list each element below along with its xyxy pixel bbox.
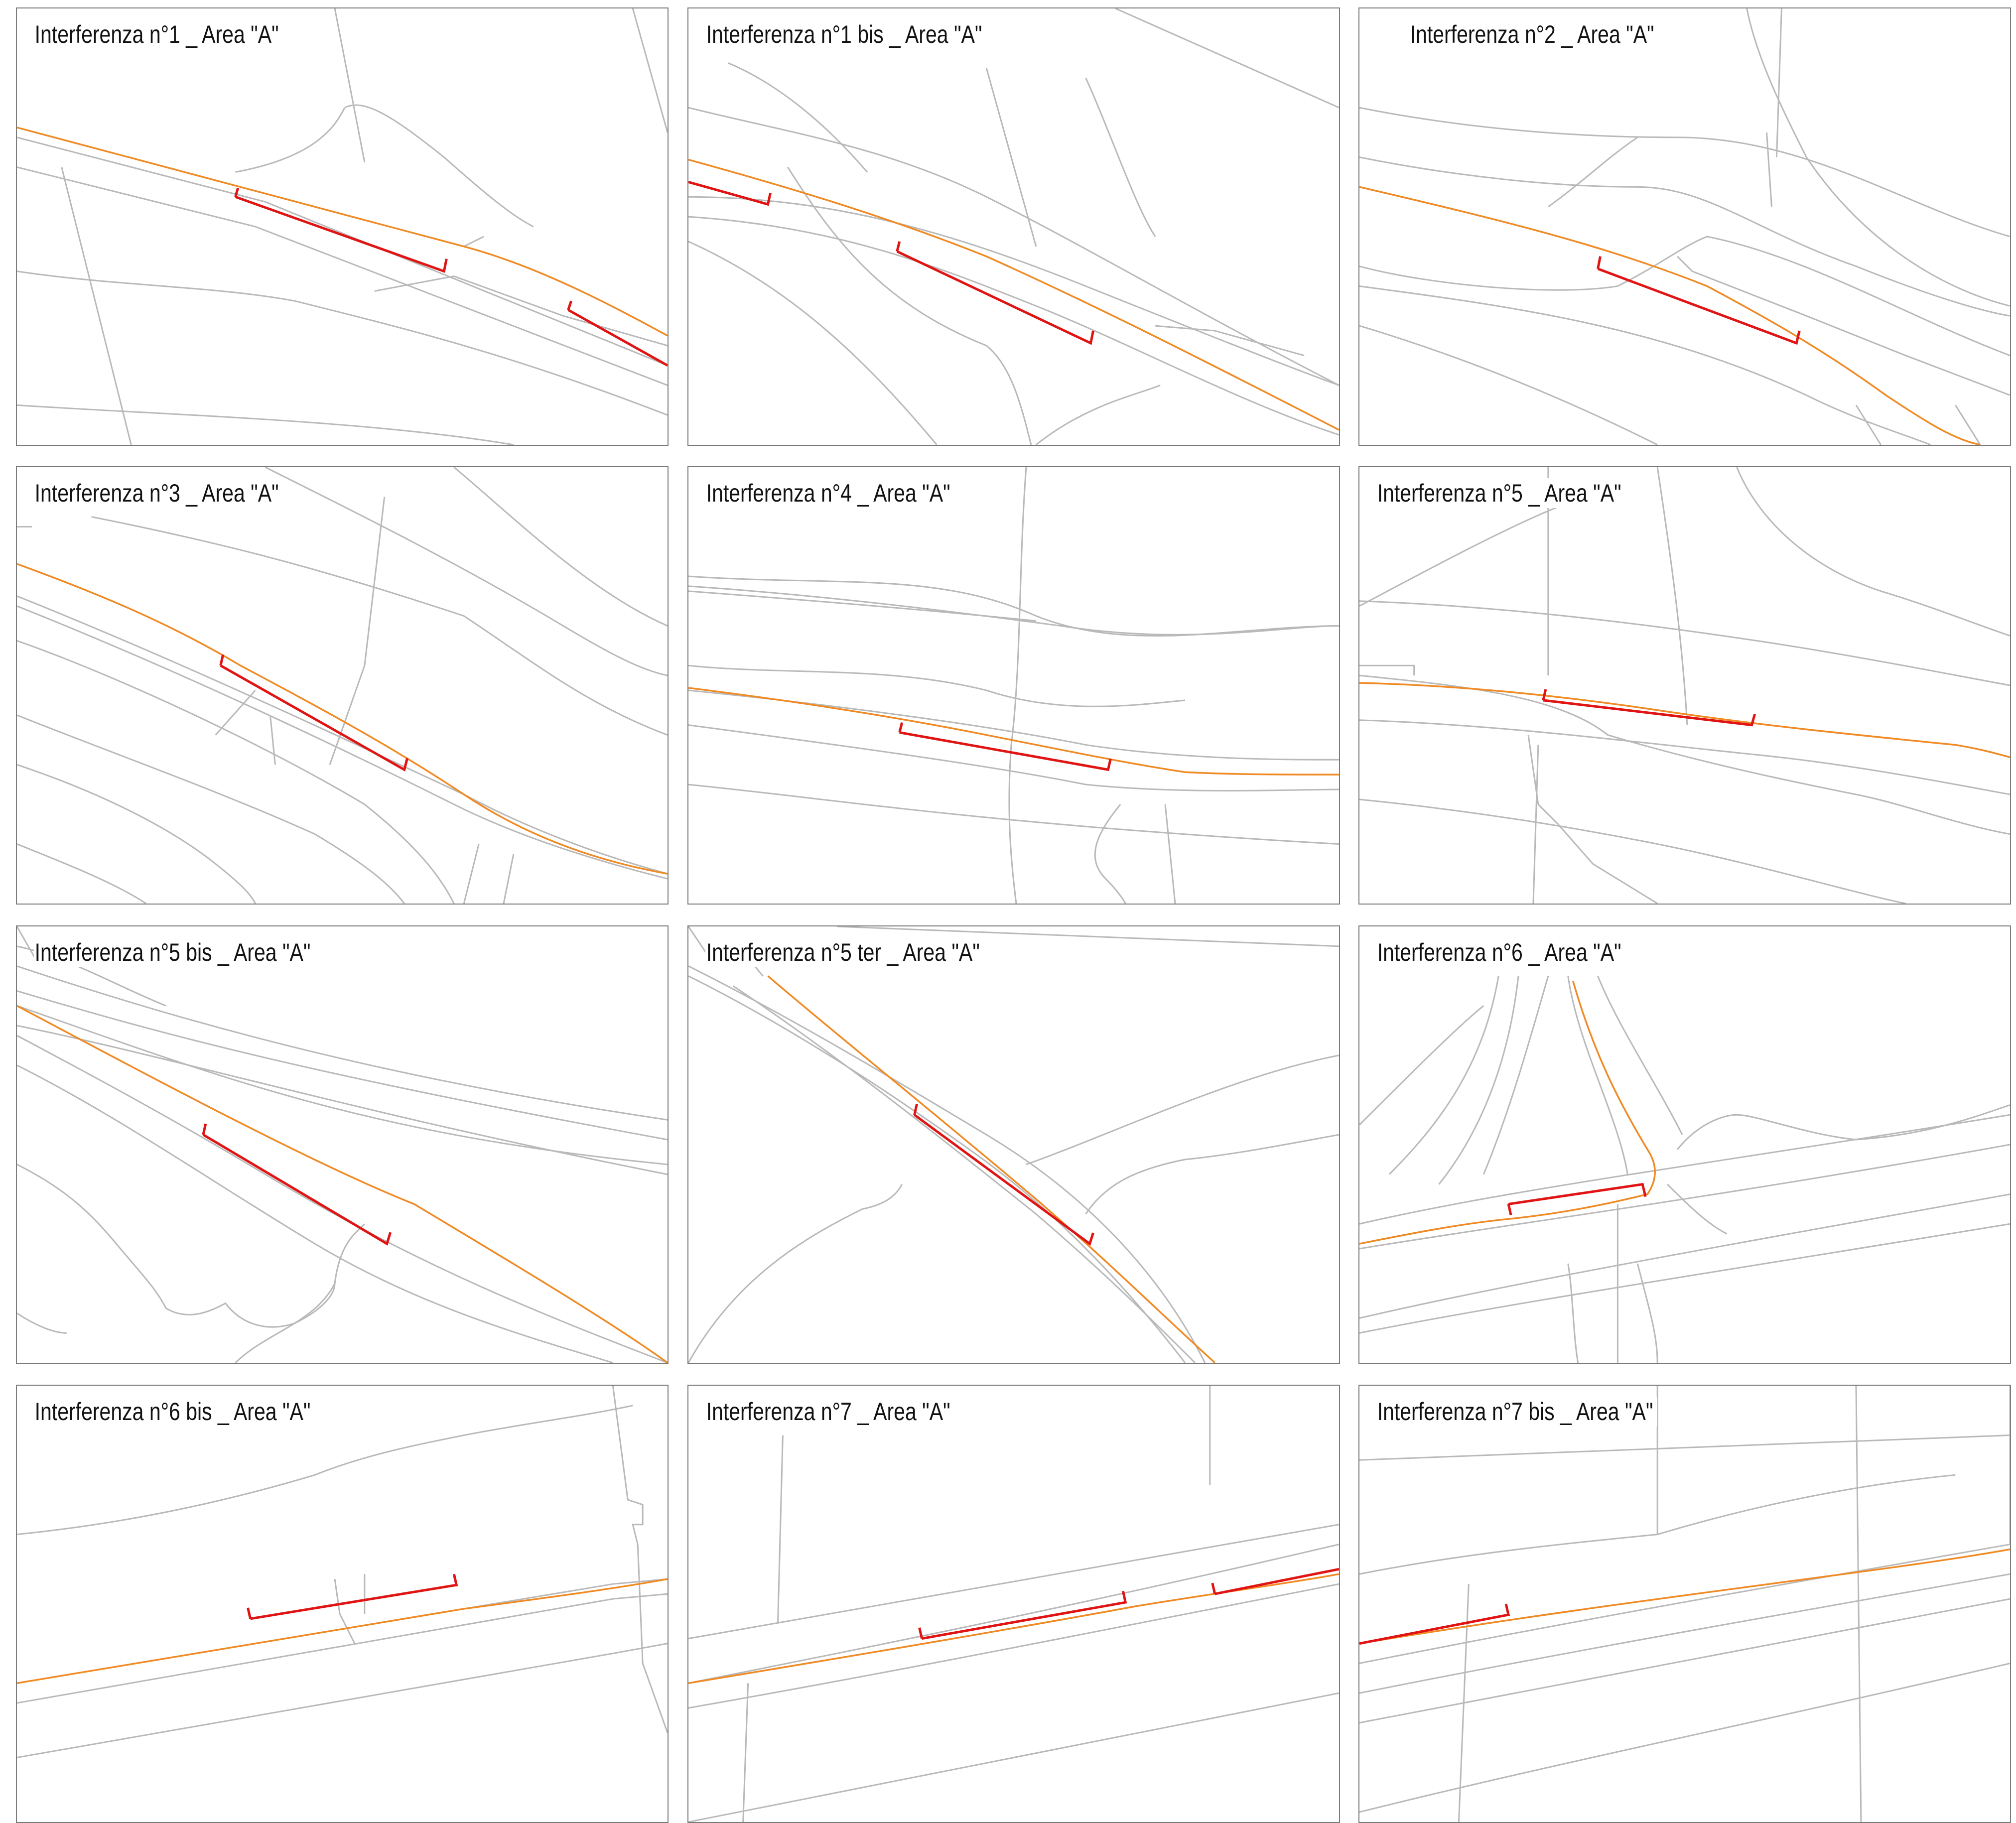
map-drawing	[688, 8, 1339, 445]
panel-title: Interferenza n°5 ter _ Area "A"	[705, 937, 984, 967]
panel-title: Interferenza n°2 _ Area "A"	[1409, 19, 1658, 49]
map-drawing	[17, 8, 668, 445]
map-panel-6: Interferenza n°5 _ Area "A"	[1358, 466, 2011, 905]
map-panel-12: Interferenza n°7 bis _ Area "A"	[1358, 1385, 2011, 1823]
map-panel-10: Interferenza n°6 bis _ Area "A"	[16, 1385, 669, 1823]
map-drawing	[688, 926, 1339, 1363]
map-panel-2: Interferenza n°1 bis _ Area "A"	[687, 7, 1340, 446]
map-panel-8: Interferenza n°5 ter _ Area "A"	[687, 925, 1340, 1364]
map-drawing	[1359, 8, 2010, 445]
map-drawing	[688, 467, 1339, 904]
panel-title: Interferenza n°5 _ Area "A"	[1376, 478, 1625, 508]
panel-title: Interferenza n°7 _ Area "A"	[705, 1397, 954, 1427]
map-panel-1: Interferenza n°1 _ Area "A"	[16, 7, 669, 446]
map-drawing	[1359, 1386, 2010, 1822]
map-drawing	[1359, 467, 2010, 904]
map-drawing	[1359, 975, 2010, 1363]
map-drawing	[17, 1386, 668, 1759]
map-panel-3: Interferenza n°2 _ Area "A"	[1358, 7, 2011, 446]
panel-title: Interferenza n°5 bis _ Area "A"	[34, 937, 315, 967]
panel-title: Interferenza n°7 bis _ Area "A"	[1376, 1397, 1657, 1427]
panel-title: Interferenza n°1 _ Area "A"	[34, 19, 283, 49]
panel-title: Interferenza n°1 bis _ Area "A"	[705, 19, 986, 49]
map-drawing	[688, 1386, 1339, 1822]
panel-title: Interferenza n°6 bis _ Area "A"	[34, 1397, 315, 1427]
map-drawing	[17, 926, 668, 1363]
map-panel-4: Interferenza n°3 _ Area "A"	[16, 466, 669, 905]
panel-title: Interferenza n°4 _ Area "A"	[705, 478, 954, 508]
panel-title: Interferenza n°3 _ Area "A"	[34, 478, 283, 508]
map-panel-7: Interferenza n°5 bis _ Area "A"	[16, 925, 669, 1364]
map-panel-5: Interferenza n°4 _ Area "A"	[687, 466, 1340, 905]
map-panel-9: Interferenza n°6 _ Area "A"	[1358, 925, 2011, 1364]
map-panel-11: Interferenza n°7 _ Area "A"	[687, 1385, 1340, 1823]
panel-title: Interferenza n°6 _ Area "A"	[1376, 937, 1625, 967]
map-drawing	[17, 467, 668, 904]
